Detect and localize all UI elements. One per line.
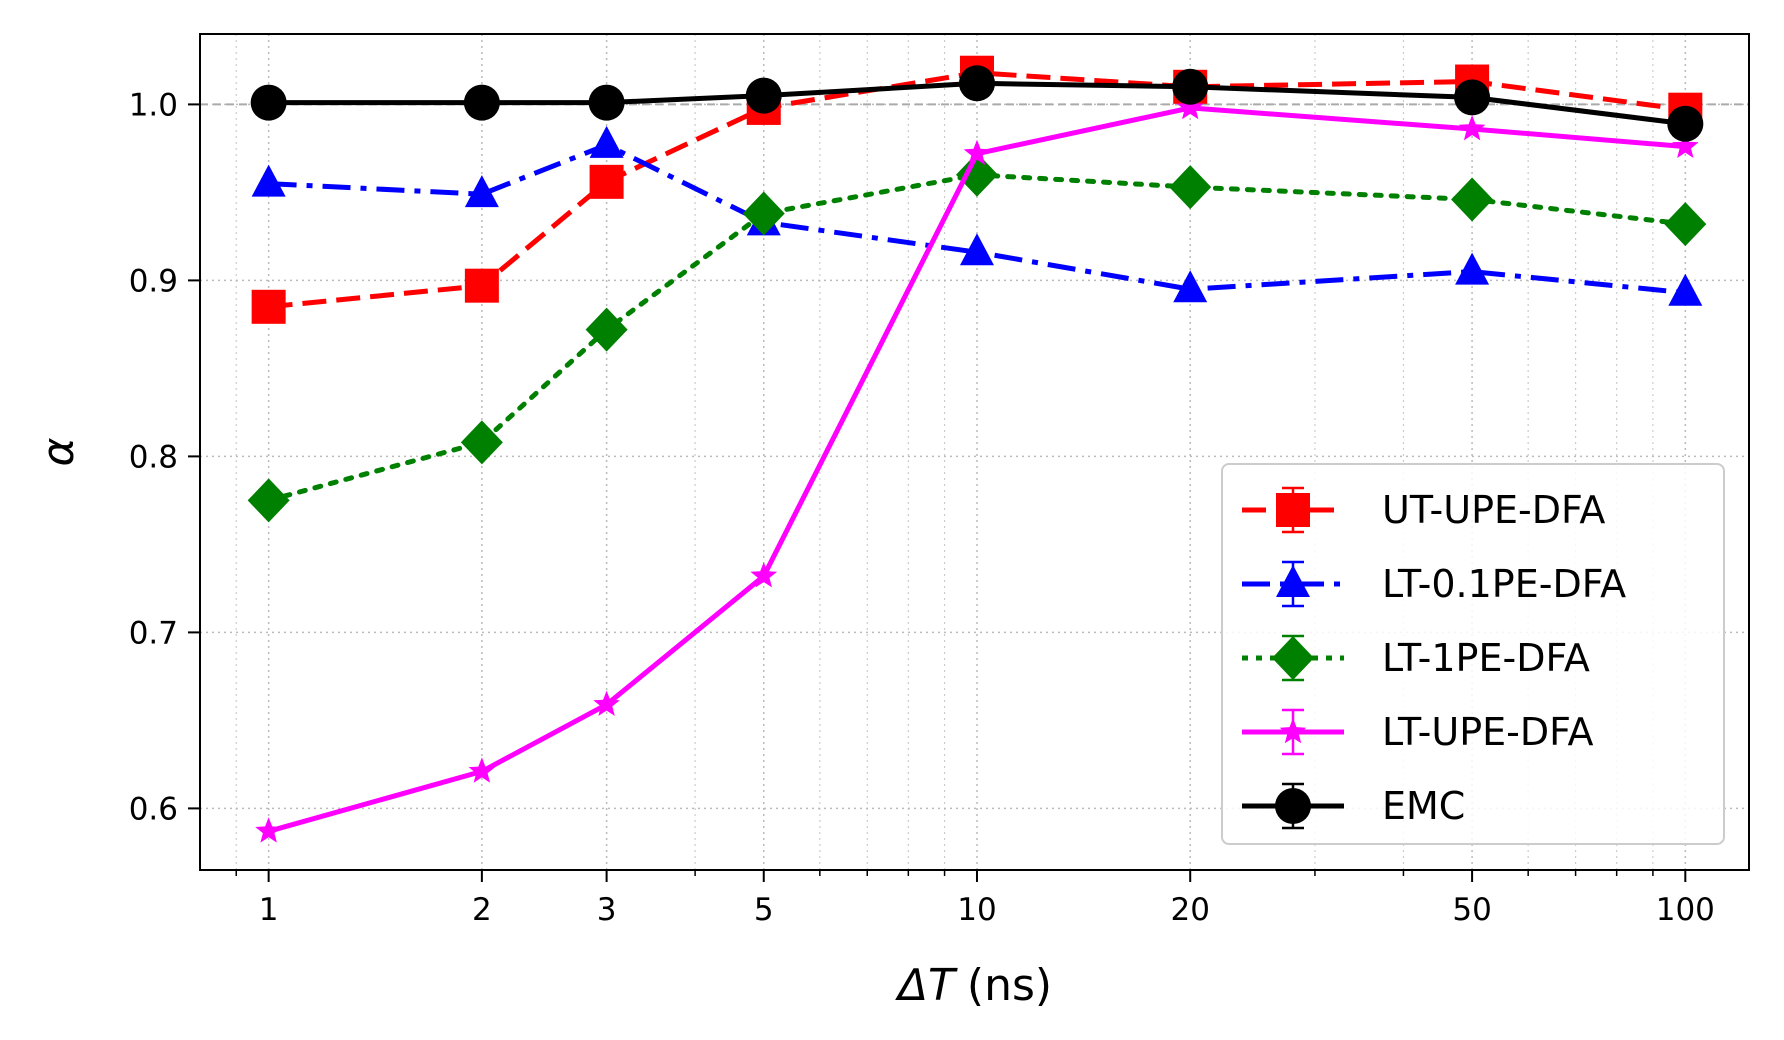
x-tick-label: 20 [1170,892,1209,928]
data-point-lt-1pe-dfa [1664,202,1707,247]
y-tick-label: 0.8 [129,439,178,475]
data-point-lt-1pe-dfa [955,152,998,197]
data-point-lt-upe-dfa [1458,115,1486,141]
data-point-lt-upe-dfa [593,690,620,716]
y-axis-label: α [33,437,84,466]
plot-frame [199,33,1750,871]
legend-label: LT-UPE-DFA [1382,710,1593,754]
data-point-lt-0-1pe-dfa [464,175,499,208]
x-tick-label: 1 [259,892,279,928]
data-point-emc [250,84,287,121]
legend-marker [1276,565,1310,597]
data-point-lt-0-1pe-dfa [1455,252,1490,285]
data-point-emc [958,65,995,102]
data-point-lt-1pe-dfa [585,307,628,352]
data-point-lt-1pe-dfa [247,478,290,523]
data-point-emc [463,84,500,121]
x-axis-label: ΔT (ns) [895,960,1052,1011]
legend-box [1221,463,1725,845]
data-point-emc [1667,105,1704,142]
data-point-lt-upe-dfa [1176,93,1204,120]
x-tick-label: 50 [1452,892,1491,928]
legend-label: LT-1PE-DFA [1382,636,1590,680]
x-axis-unit: (ns) [967,960,1052,1011]
series-line-lt-1pe-dfa [266,172,1688,503]
series-lt-upe-dfa [255,93,1699,843]
legend-item-emc: EMC [1242,782,1465,830]
data-point-lt-upe-dfa [468,757,496,783]
data-point-lt-1pe-dfa [1169,165,1212,210]
series-layer [247,55,1707,843]
data-point-lt-upe-dfa [255,817,282,843]
legend: UT-UPE-DFA LT-0.1PE-DFA LT-1PE-DFA LT-UPE-D… [1221,463,1725,845]
data-point-lt-upe-dfa [963,139,991,165]
legend-marker [1272,636,1314,680]
data-point-emc [745,77,782,114]
data-point-lt-0-1pe-dfa [959,233,994,266]
x-tick-label: 5 [754,892,774,928]
legend-item-ut-upe-dfa: UT-UPE-DFA [1242,486,1605,534]
y-tick-label: 0.7 [129,615,178,651]
data-point-lt-0-1pe-dfa [589,125,624,158]
legend-marker [1276,493,1310,527]
series-lt-1pe-dfa [247,152,1707,523]
x-tick-label: 3 [597,892,617,928]
data-point-lt-upe-dfa [750,562,778,588]
data-point-ut-upe-dfa [464,268,499,303]
x-tick-label: 100 [1656,892,1715,928]
y-tick-label: 1.0 [129,87,178,123]
series-line-lt-0-1pe-dfa [268,142,1686,296]
series-line-lt-upe-dfa [267,105,1686,834]
data-point-emc [588,84,625,121]
legend-item-lt-1pe-dfa: LT-1PE-DFA [1242,634,1590,682]
legend-marker [1275,788,1311,824]
x-tick-label: 2 [472,892,492,928]
data-point-ut-upe-dfa [251,289,286,324]
legend-marker [1279,718,1307,744]
axis-ticks: 1 2 3 5 10 20 50 100 0.6 0.7 0.8 0.9 1.0 [129,87,1715,928]
data-point-lt-1pe-dfa [460,420,503,465]
data-point-ut-upe-dfa [589,164,624,199]
data-point-emc [1454,79,1491,116]
data-point-lt-0-1pe-dfa [1173,270,1208,303]
data-point-lt-0-1pe-dfa [251,164,286,197]
y-tick-label: 0.6 [129,791,178,827]
y-tick-label: 0.9 [129,263,178,299]
data-point-lt-0-1pe-dfa [1668,273,1703,306]
legend-label: LT-0.1PE-DFA [1382,562,1626,606]
data-point-emc [1172,68,1209,105]
legend-item-lt-0-1pe-dfa: LT-0.1PE-DFA [1242,560,1626,608]
data-point-lt-upe-dfa [1672,132,1699,158]
legend-label: EMC [1382,784,1465,828]
data-point-lt-1pe-dfa [1451,177,1494,222]
data-point-lt-1pe-dfa [742,191,785,236]
series-line-emc [268,80,1686,127]
legend-label: UT-UPE-DFA [1382,488,1605,532]
x-axis-symbol: ΔT [895,960,958,1011]
series-emc [250,65,1704,142]
x-tick-label: 10 [957,892,996,928]
legend-item-lt-upe-dfa: LT-UPE-DFA [1242,708,1593,756]
